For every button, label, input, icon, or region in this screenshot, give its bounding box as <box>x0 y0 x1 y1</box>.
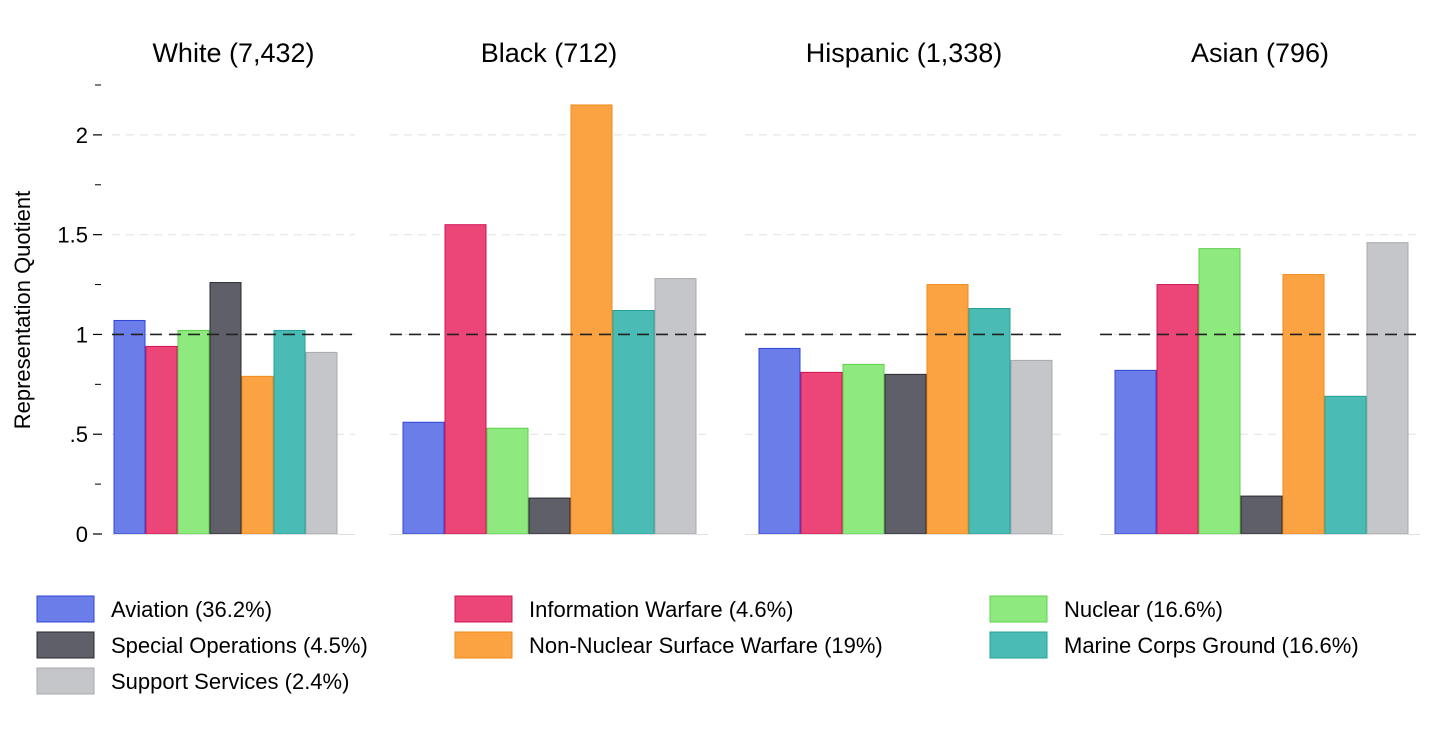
panel-title: Asian (796) <box>1191 38 1329 68</box>
bar <box>177 329 210 535</box>
bar <box>209 282 242 535</box>
panel: Asian (796) <box>1100 38 1420 535</box>
legend-label: Information Warfare (4.6%) <box>529 597 794 622</box>
bar <box>926 284 969 535</box>
bar <box>1198 248 1241 535</box>
bar <box>1366 242 1409 535</box>
legend-label: Special Operations (4.5%) <box>111 633 368 658</box>
y-tick-label: 0 <box>76 522 88 547</box>
y-tick-label: 1.5 <box>57 223 88 248</box>
legend-label: Nuclear (16.6%) <box>1064 597 1223 622</box>
bar <box>444 224 487 535</box>
bar <box>402 421 445 535</box>
bar <box>758 347 801 535</box>
legend-item: Marine Corps Ground (16.6%) <box>989 631 1359 659</box>
y-axis-title: Representation Quotient <box>10 191 35 430</box>
legend-item: Non-Nuclear Surface Warfare (19%) <box>454 631 883 659</box>
bar <box>486 427 529 535</box>
bar <box>305 351 338 535</box>
legend-swatch <box>36 667 95 695</box>
bar <box>145 345 178 535</box>
bar <box>1156 284 1199 535</box>
legend-swatch <box>36 595 95 623</box>
legend-item: Information Warfare (4.6%) <box>454 595 794 623</box>
legend-item: Support Services (2.4%) <box>36 667 349 695</box>
bar <box>1324 395 1367 535</box>
legend-swatch <box>36 631 95 659</box>
panel-title: Hispanic (1,338) <box>806 38 1003 68</box>
legend-swatch <box>989 631 1048 659</box>
legend-item: Nuclear (16.6%) <box>989 595 1223 623</box>
bar <box>1010 359 1053 535</box>
bar <box>654 278 697 535</box>
bar <box>528 497 571 535</box>
legend-swatch <box>989 595 1048 623</box>
legend-label: Support Services (2.4%) <box>111 669 349 694</box>
bar <box>1282 274 1325 535</box>
chart-panels: White (7,432) Black (712) Hispanic (1,338)… <box>112 38 1420 535</box>
bar <box>612 309 655 535</box>
legend-item: Special Operations (4.5%) <box>36 631 368 659</box>
y-axis: Representation Quotient 0 .5 1 1.5 2 <box>10 84 102 547</box>
bar <box>570 104 613 535</box>
panel: White (7,432) <box>112 38 355 535</box>
legend-swatch <box>454 595 513 623</box>
panel: Black (712) <box>390 38 708 535</box>
legend-label: Marine Corps Ground (16.6%) <box>1064 633 1359 658</box>
y-tick-label: 1 <box>76 322 88 347</box>
bar <box>1114 369 1157 535</box>
legend-item: Aviation (36.2%) <box>36 595 272 623</box>
y-tick-label: 2 <box>76 123 88 148</box>
bar <box>1240 495 1283 535</box>
bar <box>113 319 146 535</box>
legend-swatch <box>454 631 513 659</box>
panel-title: White (7,432) <box>152 38 314 68</box>
bar <box>842 363 885 535</box>
panel-title: Black (712) <box>481 38 618 68</box>
y-tick-label: .5 <box>70 422 88 447</box>
legend-label: Aviation (36.2%) <box>111 597 272 622</box>
bar <box>241 375 274 535</box>
bar <box>273 329 306 535</box>
legend-label: Non-Nuclear Surface Warfare (19%) <box>529 633 883 658</box>
legend: Aviation (36.2%) Information Warfare (4.6… <box>36 595 1359 695</box>
bar <box>884 373 927 535</box>
panel: Hispanic (1,338) <box>745 38 1063 535</box>
bar <box>968 308 1011 535</box>
bar <box>800 371 843 535</box>
